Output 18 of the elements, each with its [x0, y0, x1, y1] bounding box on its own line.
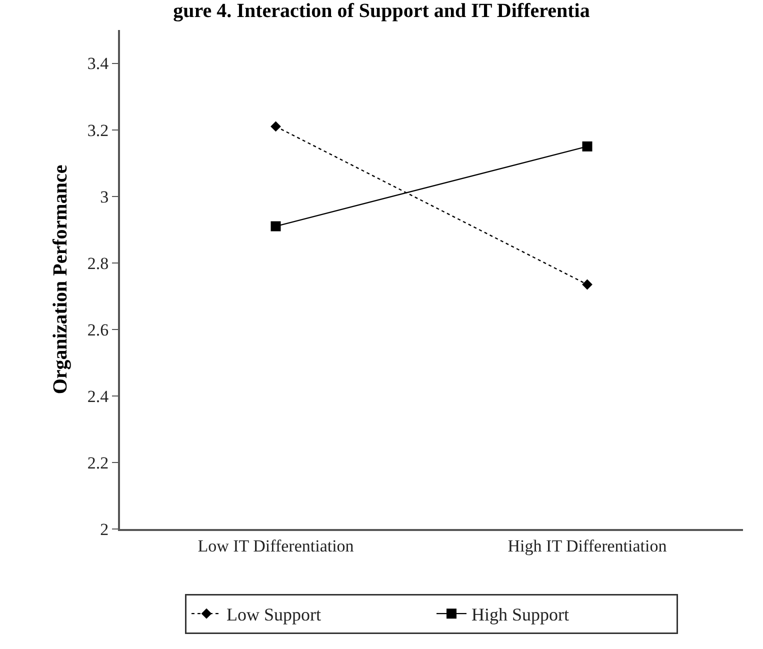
x-tick-label: Low IT Differentiation — [198, 536, 354, 556]
y-tick-label: 2 — [100, 520, 109, 539]
y-tick-label: 2.2 — [87, 453, 109, 472]
y-tick-label: 2.8 — [87, 254, 109, 273]
chart-title: gure 4. Interaction of Support and IT Differentia — [173, 0, 590, 22]
y-tick-label: 3.4 — [87, 54, 110, 74]
y-tick-label: 3 — [100, 187, 109, 206]
y-axis-title: Organization Performance — [49, 164, 72, 394]
point — [270, 221, 281, 232]
y-tick-label: 2.6 — [87, 320, 109, 340]
legend-label: Low Support — [226, 604, 321, 625]
point — [582, 279, 592, 290]
y-tick-label: 3.2 — [87, 120, 109, 140]
legend-label: High Support — [472, 604, 570, 625]
y-tick-label: 2.4 — [87, 386, 110, 406]
x-tick-label: High IT Differentiation — [508, 536, 668, 556]
point — [270, 121, 281, 132]
point — [582, 141, 592, 152]
